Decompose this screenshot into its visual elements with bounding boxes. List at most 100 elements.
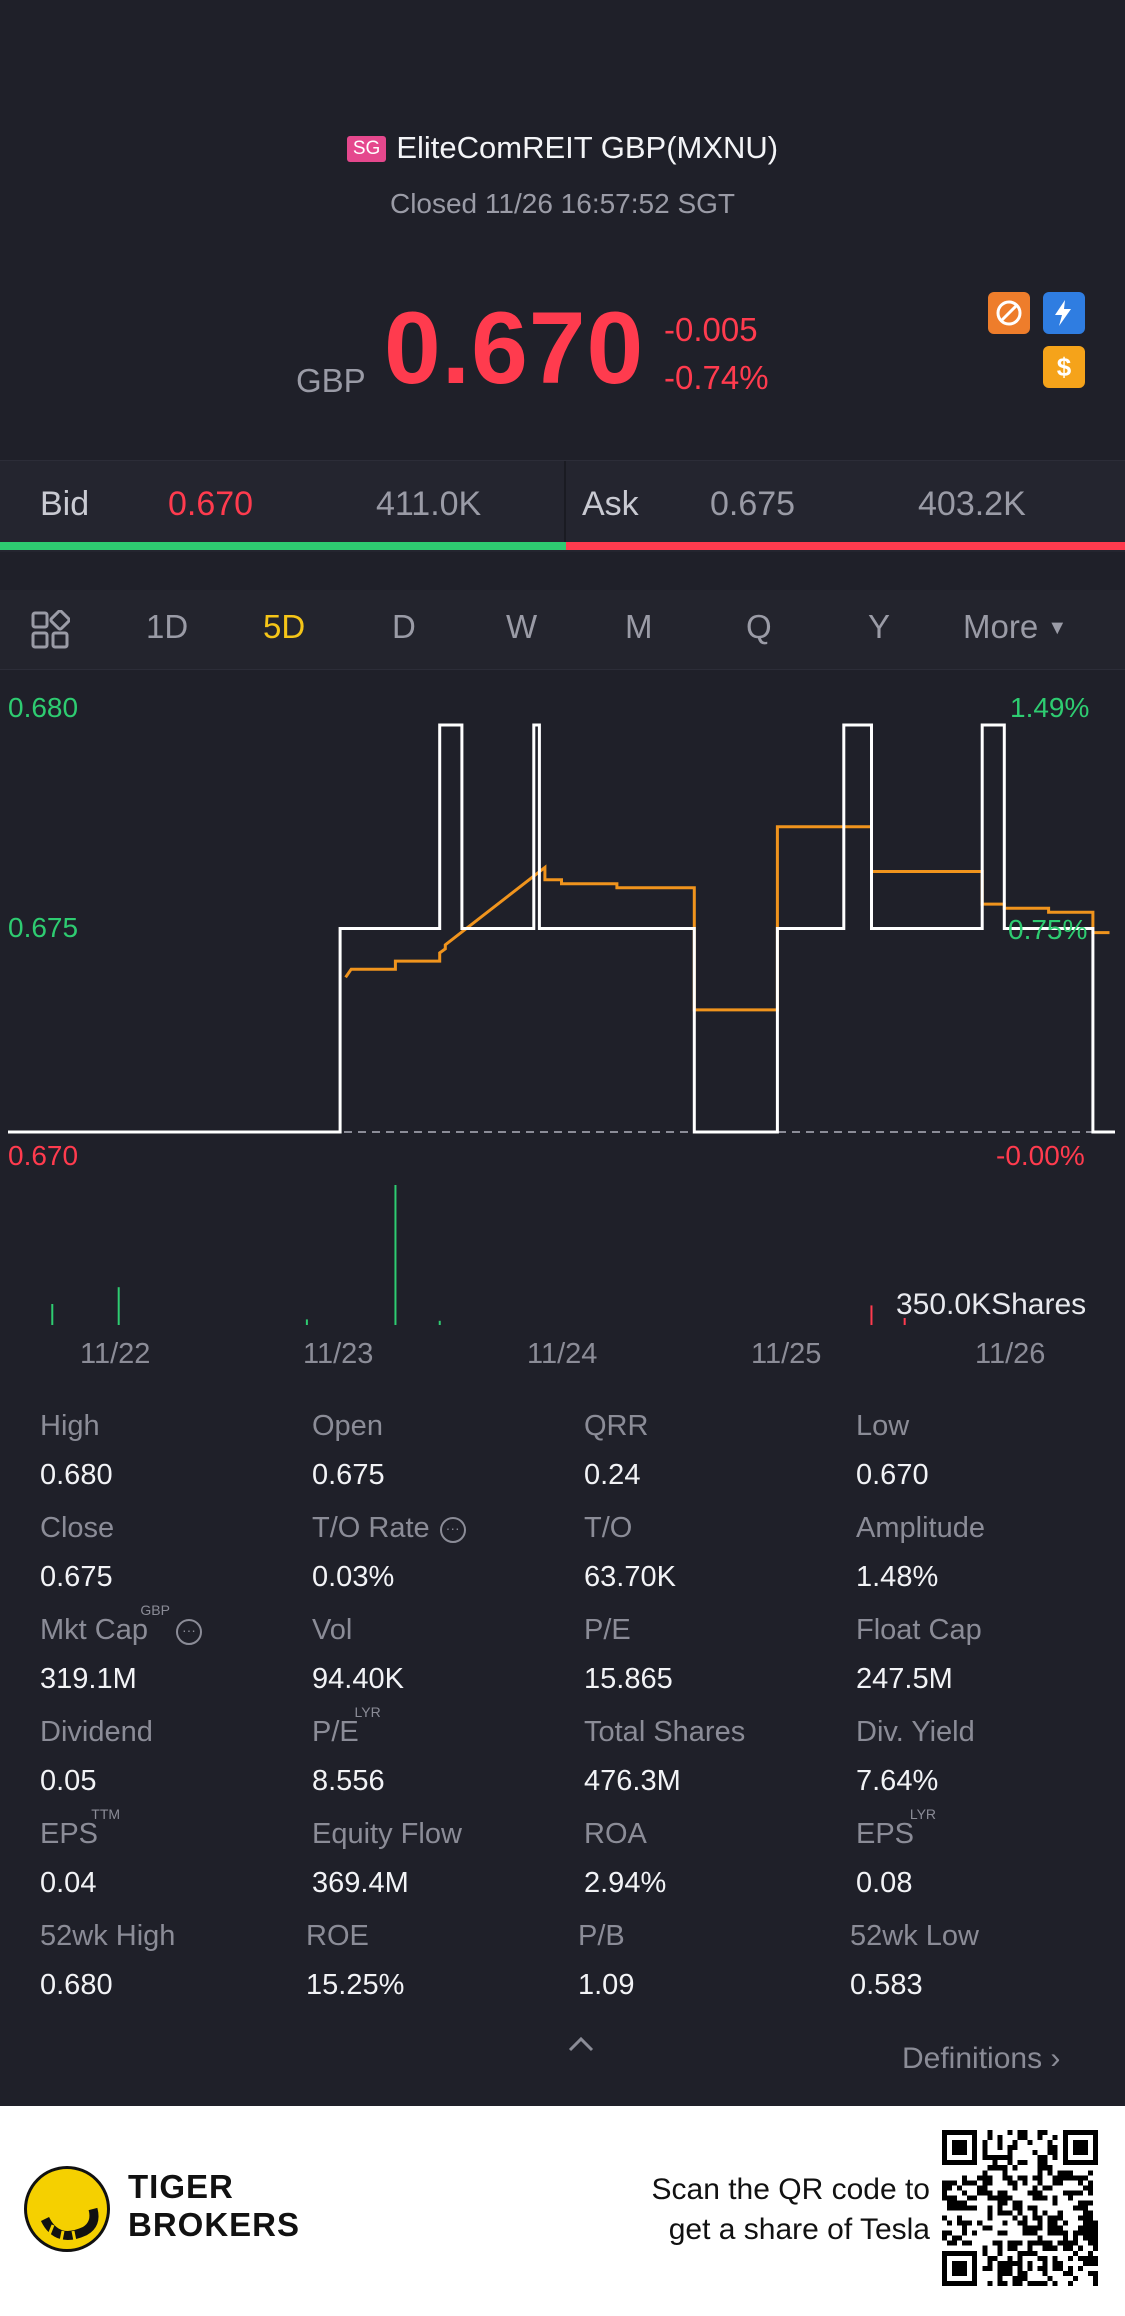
- stat-label-text: Dividend: [40, 1716, 153, 1748]
- stat-cell: T/O Rate ··· 0.03%: [312, 1512, 572, 1594]
- last-price: 0.670: [384, 291, 645, 405]
- tab-m[interactable]: M: [625, 608, 653, 645]
- stat-label: Total Shares: [584, 1716, 745, 1749]
- stat-label: Vol: [312, 1614, 352, 1647]
- stat-label-text: EPS: [40, 1818, 99, 1850]
- tab-1d[interactable]: 1D: [146, 608, 189, 645]
- ask-label: Ask: [582, 485, 639, 523]
- bid-ask-bar: Bid 0.670 411.0K Ask 0.675 403.2K: [0, 460, 1125, 552]
- stat-label: Close: [40, 1512, 114, 1545]
- stat-label: EPS TTM: [40, 1806, 120, 1851]
- stat-cell: P/B 1.09: [578, 1920, 838, 2002]
- stat-label-text: P/B: [578, 1920, 625, 1952]
- price-change-block: -0.005 -0.74%: [664, 306, 769, 402]
- bid-label: Bid: [40, 485, 90, 523]
- price-change-pct: -0.74%: [664, 359, 769, 396]
- tab-more[interactable]: More ▼: [963, 608, 1067, 646]
- stat-label-superscript: GBP: [140, 1602, 170, 1618]
- stat-value: 15.25%: [306, 1969, 405, 2001]
- stat-label: QRR: [584, 1410, 648, 1443]
- stat-value: 476.3M: [584, 1765, 681, 1797]
- promo-line-2: get a share of Tesla: [668, 2213, 930, 2246]
- price-chart[interactable]: [0, 670, 1125, 1370]
- stat-label-text: T/O: [584, 1512, 633, 1544]
- stat-cell: Amplitude 1.48%: [856, 1512, 1116, 1594]
- stat-cell: Vol 94.40K: [312, 1614, 572, 1696]
- stat-cell: EPS TTM 0.04: [40, 1806, 300, 1900]
- tab-q[interactable]: Q: [746, 608, 772, 645]
- stat-value: 0.680: [40, 1459, 113, 1491]
- stat-label-superscript: LYR: [354, 1704, 381, 1720]
- definitions-link[interactable]: Definitions ›: [902, 2042, 1060, 2076]
- stat-cell: P/E LYR 8.556: [312, 1704, 572, 1798]
- stat-label-text: Total Shares: [584, 1716, 746, 1748]
- chevron-right-icon: ›: [1050, 2042, 1061, 2075]
- stat-cell: ROE 15.25%: [306, 1920, 566, 2002]
- brand-name: TIGER BROKERS: [128, 2168, 300, 2244]
- stat-value: 1.09: [578, 1969, 635, 2001]
- ask-volume-bar: [566, 542, 1125, 550]
- stat-value: 15.865: [584, 1663, 673, 1695]
- x-tick: 11/25: [751, 1338, 822, 1370]
- stat-value: 8.556: [312, 1765, 385, 1797]
- y-tick-left: 0.670: [8, 1140, 79, 1171]
- currency-label: GBP: [296, 362, 366, 399]
- tab-d[interactable]: D: [392, 608, 416, 645]
- y-tick-right: 1.49%: [1010, 692, 1090, 723]
- stat-label-text: Close: [40, 1512, 115, 1544]
- stat-label-text: Low: [856, 1410, 910, 1442]
- stat-value: 0.04: [40, 1867, 97, 1899]
- stat-cell: Total Shares 476.3M: [584, 1716, 844, 1798]
- stat-cell: T/O 63.70K: [584, 1512, 844, 1594]
- stat-cell: 52wk Low 0.583: [850, 1920, 1110, 2002]
- tab-more-label: More: [963, 608, 1039, 645]
- qr-code-icon[interactable]: [942, 2130, 1098, 2286]
- stat-cell: Div. Yield 7.64%: [856, 1716, 1116, 1798]
- stat-value: 2.94%: [584, 1867, 667, 1899]
- stat-label-text: Div. Yield: [856, 1716, 975, 1748]
- stat-label: ROE: [306, 1920, 369, 1953]
- stat-cell: EPS LYR 0.08: [856, 1806, 1116, 1900]
- more-info-icon[interactable]: ···: [175, 1619, 202, 1645]
- stat-cell: 52wk High 0.680: [40, 1920, 300, 2002]
- dollar-icon[interactable]: $: [1043, 346, 1085, 388]
- y-tick-left: 0.680: [8, 692, 79, 723]
- stat-cell: Close 0.675: [40, 1512, 300, 1594]
- bid-size: 411.0K: [376, 485, 482, 523]
- bid-ask-divider: [564, 461, 566, 549]
- tab-y[interactable]: Y: [868, 608, 891, 645]
- stat-label-text: P/E: [312, 1716, 359, 1748]
- stat-value: 0.08: [856, 1867, 913, 1899]
- stat-label-text: QRR: [584, 1410, 649, 1442]
- stat-label: P/B: [578, 1920, 625, 1953]
- exchange-badge: SG: [346, 136, 387, 162]
- lightning-icon[interactable]: [1043, 292, 1085, 334]
- x-tick: 11/26: [975, 1338, 1046, 1370]
- stat-value: 247.5M: [856, 1663, 953, 1695]
- promo-text: Scan the QR code to get a share of Tesla: [620, 2170, 931, 2250]
- stat-label-text: Float Cap: [856, 1614, 982, 1646]
- stat-label-text: ROA: [584, 1818, 647, 1850]
- stat-label: T/O Rate: [312, 1512, 430, 1545]
- tab-5d[interactable]: 5D: [263, 608, 306, 645]
- tab-w[interactable]: W: [506, 608, 538, 645]
- grid-layout-icon[interactable]: [30, 609, 71, 650]
- chevron-up-icon[interactable]: [566, 2030, 596, 2060]
- stat-label-text: Amplitude: [856, 1512, 985, 1544]
- stat-label: 52wk Low: [850, 1920, 979, 1953]
- stock-header: SG EliteComREIT GBP(MXNU) Closed 11/26 16…: [0, 0, 1125, 460]
- no-short-icon[interactable]: [988, 292, 1030, 334]
- stat-value: 7.64%: [856, 1765, 939, 1797]
- ask-price: 0.675: [710, 485, 796, 523]
- y-tick-left: 0.675: [8, 912, 79, 943]
- stat-label: High: [40, 1410, 100, 1443]
- price-line-series: [8, 723, 1115, 1134]
- stat-label: Low: [856, 1410, 909, 1443]
- stat-label-text: ROE: [306, 1920, 369, 1952]
- stat-label-text: Vol: [312, 1614, 353, 1646]
- stat-value: 0.583: [850, 1969, 923, 2001]
- stat-value: 0.03%: [312, 1561, 395, 1593]
- more-info-icon[interactable]: ···: [439, 1517, 466, 1543]
- stat-label: EPS LYR: [856, 1806, 936, 1851]
- promo-line-1: Scan the QR code to: [651, 2173, 931, 2206]
